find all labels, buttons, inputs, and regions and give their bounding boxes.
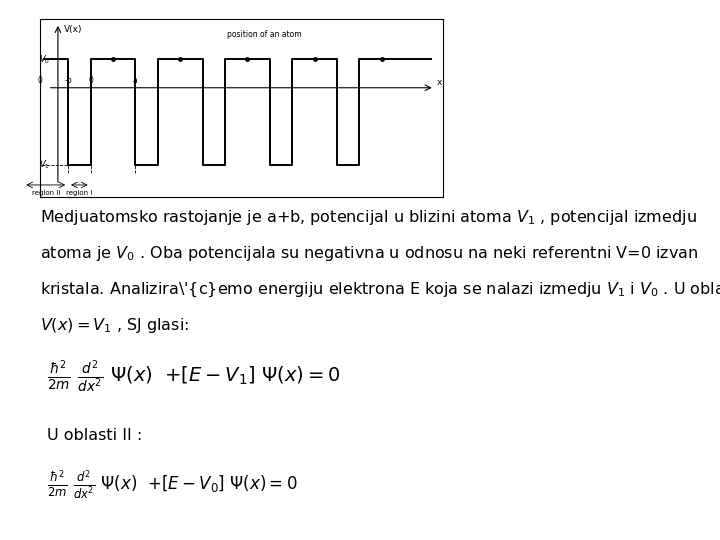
Text: atoma je $V_0$ . Oba potencijala su negativna u odnosu na neki referentni V=0 iz: atoma je $V_0$ . Oba potencijala su nega… [40, 244, 698, 263]
Text: V(x): V(x) [64, 25, 83, 34]
Text: $V(x)=V_1$ , SJ glasi:: $V(x)=V_1$ , SJ glasi: [40, 316, 189, 335]
Text: position of an atom: position of an atom [227, 30, 302, 39]
Text: Medjuatomsko rastojanje je a+b, potencijal u blizini atoma $V_1$ , potencijal iz: Medjuatomsko rastojanje je a+b, potencij… [40, 208, 696, 227]
Text: 0: 0 [38, 76, 43, 85]
Text: U oblasti II :: U oblasti II : [47, 428, 142, 443]
Text: region I: region I [66, 190, 92, 196]
Text: -b: -b [64, 76, 72, 85]
Text: x: x [437, 78, 442, 86]
Text: a: a [133, 76, 138, 85]
Text: $V_0$: $V_0$ [39, 53, 50, 66]
Text: region II: region II [32, 190, 60, 196]
Text: $\frac{\hbar^2}{2m}\ \frac{d^2}{dx^2}\ \Psi(x)$  $+ [E - V_0]\ \Psi(x) = 0$: $\frac{\hbar^2}{2m}\ \frac{d^2}{dx^2}\ \… [47, 469, 297, 502]
Text: 0: 0 [88, 76, 93, 85]
Text: kristala. Analizira\'{c}emo energiju elektrona E koja se nalazi izmedju $V_1$ i : kristala. Analizira\'{c}emo energiju ele… [40, 280, 720, 299]
Text: $\frac{\hbar^2}{2m}\ \frac{d^2}{dx^2}\ \Psi(x)$  $+ [E - V_1]\ \Psi(x) = 0$: $\frac{\hbar^2}{2m}\ \frac{d^2}{dx^2}\ \… [47, 358, 340, 395]
Text: $V_1$: $V_1$ [39, 158, 50, 171]
